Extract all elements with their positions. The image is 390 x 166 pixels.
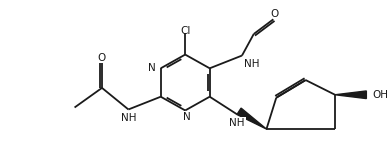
Text: O: O (270, 9, 278, 19)
Text: N: N (148, 63, 156, 73)
Text: Cl: Cl (180, 26, 190, 36)
Text: OH: OH (372, 90, 388, 100)
Text: NH: NH (121, 113, 136, 123)
Polygon shape (237, 108, 266, 129)
Text: NH: NH (229, 118, 245, 128)
Text: NH: NH (243, 59, 259, 69)
Text: O: O (98, 53, 106, 63)
Polygon shape (335, 91, 366, 99)
Text: N: N (183, 112, 191, 122)
